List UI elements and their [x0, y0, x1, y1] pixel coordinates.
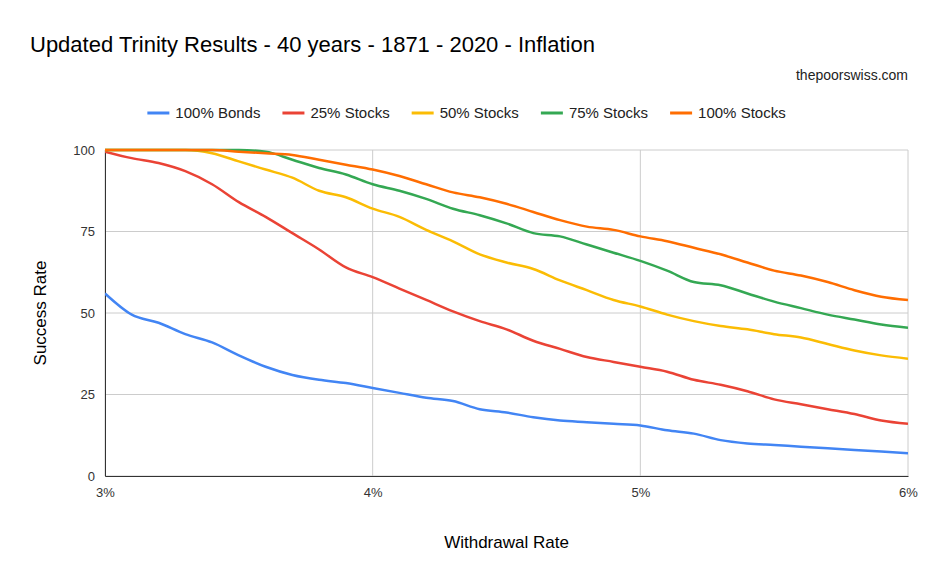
legend-swatch [670, 112, 692, 115]
legend-label: 75% Stocks [569, 104, 648, 121]
legend-swatch [282, 112, 304, 115]
x-axis: 3% 4% 5% 6% [96, 476, 918, 500]
series-line [105, 152, 908, 424]
chart-svg: Updated Trinity Results - 40 years - 187… [0, 0, 938, 580]
tick-label: 25 [81, 387, 95, 402]
tick: 0 [88, 469, 105, 484]
subtitle: thepoorswiss.com [796, 67, 908, 83]
title: Updated Trinity Results - 40 years - 187… [30, 32, 595, 57]
legend-swatch [412, 112, 434, 115]
plot-area [105, 150, 908, 453]
legend-swatch [147, 112, 169, 115]
tick: 3% [96, 476, 115, 500]
legend-item: 100% Bonds [147, 104, 260, 121]
series-line [105, 150, 908, 328]
tick: 25 [81, 387, 105, 402]
legend-item: 75% Stocks [541, 104, 648, 121]
y-axis: 0 25 50 75 100 [73, 143, 105, 484]
tick-label: 50 [81, 306, 95, 321]
grid-line-y [105, 313, 908, 314]
tick-label: 3% [96, 485, 115, 500]
tick: 100 [73, 143, 105, 158]
series-line [105, 150, 908, 300]
legend-item: 100% Stocks [670, 104, 786, 121]
legend-item: 50% Stocks [412, 104, 519, 121]
tick: 5% [631, 476, 650, 500]
grid-line-x [372, 150, 373, 476]
grid-line-y [105, 394, 908, 395]
tick: 4% [364, 476, 383, 500]
tick: 50 [81, 306, 105, 321]
grid-line-y [105, 476, 908, 477]
tick-label: 0 [88, 469, 95, 484]
tick: 75 [81, 224, 105, 239]
tick-label: 75 [81, 224, 95, 239]
legend-item: 25% Stocks [282, 104, 389, 121]
grid-line-x [640, 150, 641, 476]
grid [105, 150, 908, 476]
tick-label: 4% [364, 485, 383, 500]
tick-label: 5% [631, 485, 650, 500]
axis-line [106, 476, 909, 477]
tick-label: 6% [899, 485, 918, 500]
chart-container: Updated Trinity Results - 40 years - 187… [0, 0, 938, 580]
grid-line-y [105, 231, 908, 232]
grid-line-x [105, 150, 106, 476]
legend-label: 25% Stocks [310, 104, 389, 121]
legend-label: 100% Stocks [698, 104, 786, 121]
y-axis-title: Success Rate [31, 261, 50, 366]
legend-label: 100% Bonds [175, 104, 260, 121]
tick: 6% [899, 476, 918, 500]
series-line [105, 293, 908, 453]
tick-label: 100 [73, 143, 95, 158]
grid-line-x [908, 150, 909, 476]
legend-swatch [541, 112, 563, 115]
legend: 100% Bonds 25% Stocks 50% Stocks 75% Stocks… [147, 104, 785, 121]
series-line [105, 150, 908, 359]
legend-label: 50% Stocks [440, 104, 519, 121]
x-axis-title: Withdrawal Rate [444, 533, 569, 552]
axis-line [105, 151, 106, 477]
